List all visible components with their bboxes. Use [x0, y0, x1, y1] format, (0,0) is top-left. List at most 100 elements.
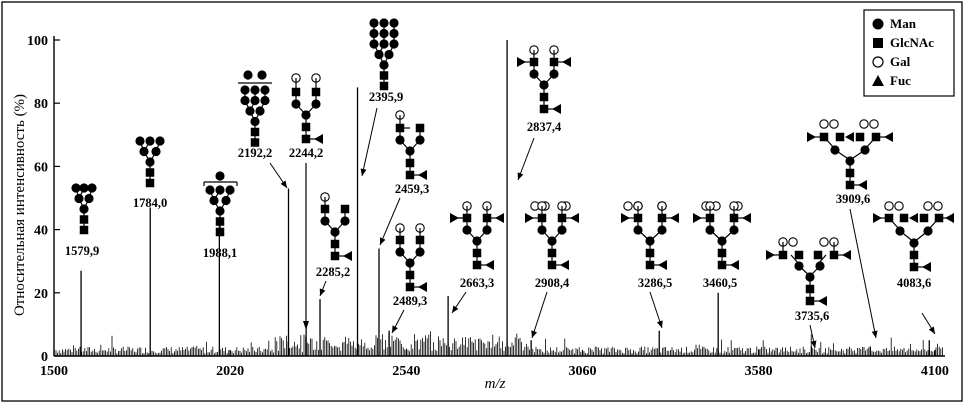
peak-label: 3735,6	[795, 309, 829, 323]
x-tick-label: 3060	[569, 364, 597, 379]
mannose-circle	[205, 185, 215, 195]
annotation-arrow	[531, 291, 548, 339]
fucose-triangle	[450, 213, 459, 223]
fucose-triangle	[517, 57, 526, 67]
peak-label: 2663,3	[460, 276, 494, 290]
galactose-circle	[819, 119, 829, 129]
mannose-circle	[245, 106, 255, 116]
fucose-triangle	[922, 262, 931, 272]
peak-label: 4083,6	[897, 276, 931, 290]
galactose-circle	[859, 119, 869, 129]
peak-label: 2837,4	[527, 120, 562, 134]
y-tick-label: 0	[41, 350, 48, 365]
glcnac-square	[813, 250, 823, 260]
fucose-triangle	[418, 170, 427, 180]
x-tick-label: 2020	[216, 364, 244, 379]
galactose-circle	[788, 237, 798, 247]
glcnac-square	[145, 168, 155, 177]
y-tick-label: 80	[34, 97, 48, 112]
fucose-triangle	[842, 250, 851, 260]
glcnac-square	[145, 178, 155, 188]
mannose-circle	[389, 28, 399, 39]
fucose-triangle	[495, 213, 504, 223]
glycan-2244: 2244,2	[289, 73, 323, 330]
mannose-circle	[215, 171, 225, 181]
glycan-2459: 2459,3	[379, 110, 429, 246]
glcnac-square	[79, 225, 89, 235]
mannose-circle	[135, 136, 145, 146]
mannose-circle	[257, 70, 267, 80]
mannose-circle	[79, 204, 89, 214]
fucose-triangle	[560, 260, 569, 270]
arrowhead	[392, 325, 398, 333]
x-tick-label: 2540	[392, 364, 420, 379]
mannose-circle	[71, 183, 81, 193]
glcnac-square	[539, 92, 549, 102]
mannose-circle	[369, 39, 379, 49]
glcnac-square	[250, 138, 260, 147]
legend-glcnac-icon	[873, 38, 883, 48]
fucose-triangle	[884, 132, 893, 142]
mannose-circle	[379, 39, 389, 49]
mannose-circle	[384, 49, 394, 60]
glycan-1579: 1579,9	[65, 183, 99, 258]
mannose-circle	[215, 206, 225, 216]
mannose-circle	[260, 95, 270, 106]
galactose-circle	[829, 119, 839, 129]
fucose-triangle	[343, 251, 352, 261]
glcnac-square	[717, 248, 727, 258]
glycan-2837: 2837,4	[517, 45, 571, 181]
mannose-circle	[84, 193, 94, 204]
fucose-triangle	[858, 180, 867, 190]
y-axis-title: Относительная интенсивность (%)	[12, 94, 28, 316]
glycan-2395: 2395,9	[360, 18, 403, 177]
glcnac-square	[215, 227, 225, 237]
mannose-circle	[215, 185, 225, 195]
arrowhead	[303, 321, 309, 330]
mannose-circle	[379, 18, 389, 28]
glycan-2908: 2908,4	[525, 201, 579, 339]
legend-label: Gal	[890, 54, 911, 69]
peak-label: 2244,2	[289, 146, 323, 160]
mannose-circle	[250, 85, 260, 95]
x-axis-title: m/z	[485, 376, 506, 392]
glcnac-square	[405, 158, 415, 168]
arrowhead	[810, 340, 817, 348]
glcnac-square	[919, 213, 929, 223]
fucose-triangle	[570, 213, 579, 223]
glcnac-square	[845, 168, 855, 178]
legend: Man GlcNAc Gal Fuc	[863, 9, 955, 97]
x-tick-label: 1500	[40, 364, 68, 379]
legend-label: Man	[890, 16, 917, 31]
fucose-triangle	[562, 57, 571, 67]
peak-label: 2459,3	[395, 182, 429, 196]
fucose-triangle	[909, 213, 918, 223]
glycan-4083: 4083,6	[873, 201, 954, 335]
mannose-circle	[225, 185, 235, 195]
baseline-noise	[55, 331, 943, 356]
glcnac-square	[794, 250, 804, 260]
fucose-triangle	[945, 213, 954, 223]
fucose-triangle	[670, 213, 679, 223]
glcnac-square	[899, 213, 909, 223]
fucose-triangle	[621, 213, 630, 223]
glycan-1784: 1784,0	[133, 136, 167, 210]
noise-trace	[55, 331, 943, 356]
fucose-triangle	[845, 132, 854, 142]
peak-label: 3909,6	[836, 192, 870, 206]
arrowhead	[452, 305, 459, 313]
galactose-circle	[869, 119, 879, 129]
arrowhead	[656, 320, 663, 328]
mannose-circle	[250, 95, 260, 106]
glcnac-square	[250, 127, 260, 137]
galactose-circle	[819, 237, 829, 247]
peak-label: 2489,3	[393, 294, 427, 308]
glcnac-square	[645, 248, 655, 258]
legend-label: Fuc	[890, 73, 911, 88]
peak-label: 3286,5	[638, 276, 672, 290]
fucose-triangle	[525, 213, 534, 223]
glycan-3286: 3286,5	[621, 201, 679, 329]
